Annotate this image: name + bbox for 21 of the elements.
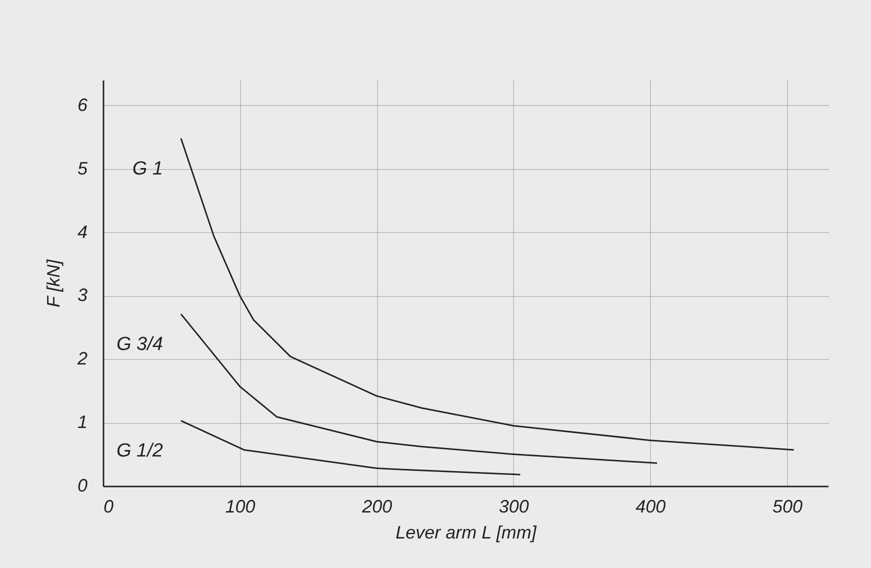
y-tick-label: 0 [77, 476, 88, 496]
y-tick-label: 3 [77, 285, 88, 306]
y-axis-title: F [kN] [43, 258, 64, 308]
x-tick-label: 400 [636, 496, 666, 516]
line-series [180, 138, 795, 451]
x-tick-label: 300 [498, 496, 529, 516]
x-tick-label: 500 [772, 496, 802, 516]
y-tick-label: 2 [76, 348, 88, 369]
x-tick-label: 200 [361, 496, 392, 516]
y-tick-label: 6 [77, 94, 88, 115]
x-tick-label: 0 [104, 496, 114, 516]
y-tick-label: 1 [77, 412, 88, 432]
line-series [180, 420, 521, 476]
y-tick-label: 4 [77, 222, 88, 242]
series-label: G 3/4 [116, 334, 163, 356]
x-tick-label: 100 [225, 496, 256, 516]
y-tick-label: 5 [77, 158, 88, 178]
series-label: G 1/2 [116, 440, 164, 462]
series-label: G 1 [132, 158, 163, 180]
line-series [180, 313, 658, 464]
x-axis-title: Lever arm L [mm] [396, 522, 538, 542]
